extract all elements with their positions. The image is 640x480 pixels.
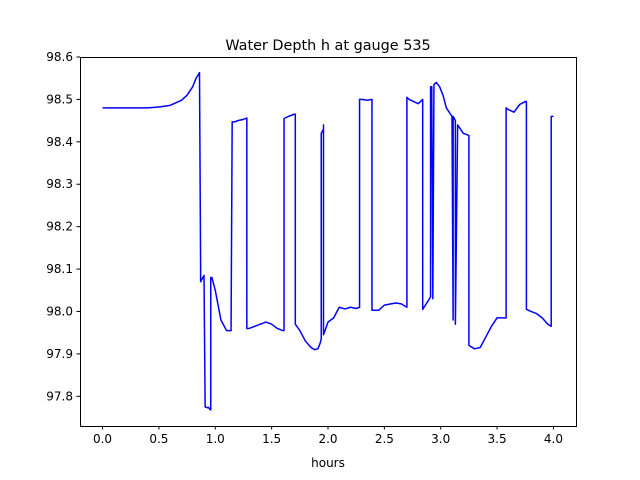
x-tick-label: 0.0 <box>93 432 112 446</box>
y-tick-label: 98.1 <box>46 262 73 276</box>
y-tick-label: 97.9 <box>46 347 73 361</box>
x-tick-label: 1.5 <box>262 432 281 446</box>
y-axis: 97.8 97.9 98.0 98.1 98.2 98.3 98.4 98.5 98.6 <box>46 50 80 403</box>
x-tick-label: 3.5 <box>488 432 507 446</box>
y-tick-label: 98.5 <box>46 92 73 106</box>
x-axis: 0.0 0.5 1.0 1.5 2.0 2.5 3.0 3.5 4.0 <box>93 426 563 446</box>
y-tick-label: 98.6 <box>46 50 73 64</box>
y-tick-label: 98.3 <box>46 177 73 191</box>
y-tick-label: 97.8 <box>46 389 73 403</box>
x-tick-label: 3.0 <box>431 432 450 446</box>
chart-title: Water Depth h at gauge 535 <box>225 38 430 54</box>
y-tick-label: 98.4 <box>46 135 73 149</box>
x-tick-label: 0.5 <box>149 432 168 446</box>
x-tick-label: 1.0 <box>206 432 225 446</box>
series-line-water-depth <box>102 71 554 411</box>
x-tick-label: 4.0 <box>544 432 563 446</box>
x-axis-label: hours <box>311 456 345 470</box>
y-tick-label: 98.2 <box>46 220 73 234</box>
x-tick-label: 2.0 <box>318 432 337 446</box>
y-tick-label: 98.0 <box>46 304 73 318</box>
x-tick-label: 2.5 <box>375 432 394 446</box>
